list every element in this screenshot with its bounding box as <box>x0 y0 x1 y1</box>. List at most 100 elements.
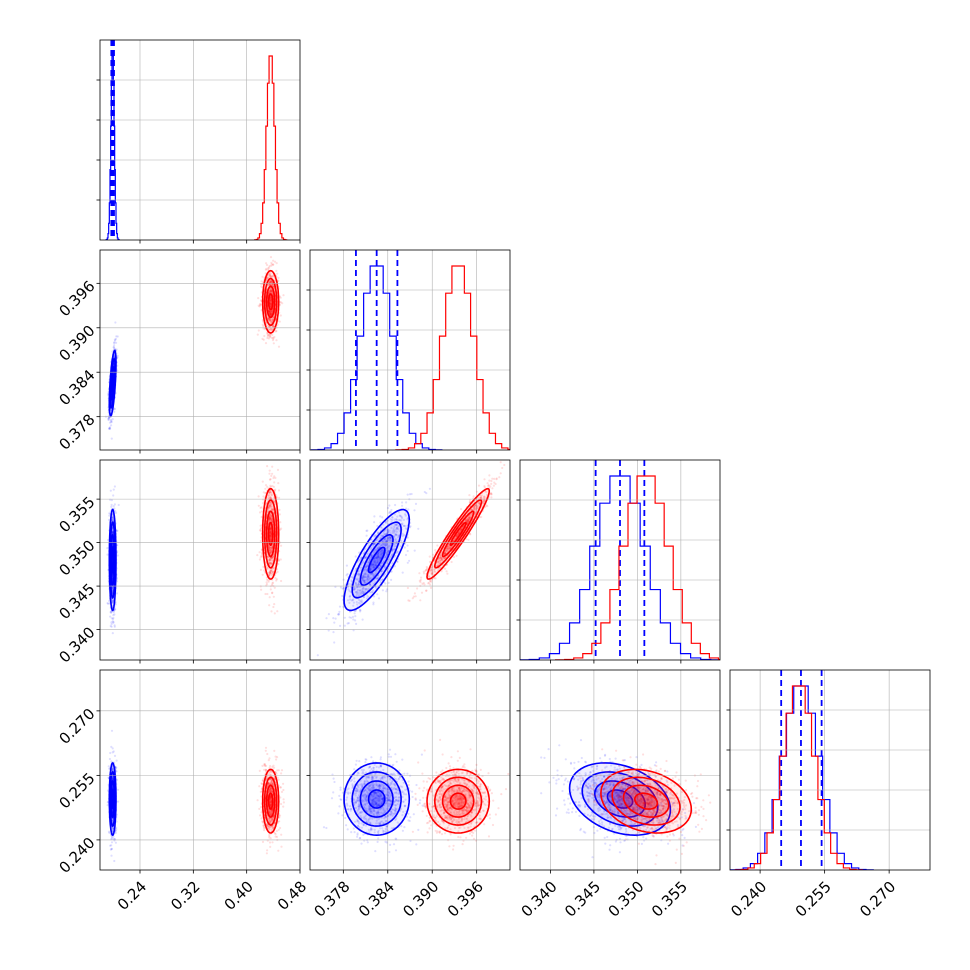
panel-frame <box>309 669 511 871</box>
density-fill <box>266 286 275 318</box>
scatter-panel-0-2 <box>96 459 301 664</box>
x-tick-label: 0.340 <box>518 878 561 921</box>
plot-area <box>310 250 510 450</box>
contour-line <box>426 768 491 834</box>
contour-line <box>606 789 634 809</box>
plot-area <box>322 738 510 854</box>
contour-line <box>351 521 402 599</box>
density-fill <box>427 769 490 833</box>
plot-area <box>106 729 285 863</box>
panel-frame <box>309 459 511 661</box>
plot-area <box>520 460 720 660</box>
plot-area <box>105 40 288 240</box>
scatter-points-1 <box>407 738 510 851</box>
y-tick-label: 0.384 <box>55 366 98 409</box>
contour-line <box>265 285 276 319</box>
contour-line <box>108 761 117 837</box>
contour-line <box>108 508 117 612</box>
histogram-panel-1 <box>306 249 511 454</box>
x-tick-label: 0.40 <box>221 878 257 914</box>
contour-line <box>267 792 274 810</box>
x-tick-label: 0.384 <box>355 878 398 921</box>
y-tick-label: 0.270 <box>55 705 98 748</box>
panel-frame <box>99 249 301 451</box>
contour-line <box>449 792 467 810</box>
plot-area <box>540 739 712 866</box>
contour-line <box>111 789 115 811</box>
y-tick-label: 0.396 <box>55 277 98 320</box>
density-fill <box>266 785 275 818</box>
density-fill <box>594 781 646 818</box>
contour-line <box>568 762 672 837</box>
y-tick-label: 0.345 <box>55 580 98 623</box>
x-tick-label: 0.32 <box>167 878 203 914</box>
plot-area <box>730 670 874 870</box>
y-tick-label: 0.255 <box>55 769 98 812</box>
contour-line <box>111 545 115 575</box>
x-tick-label: 0.48 <box>274 878 310 914</box>
y-tick-label: 0.378 <box>55 410 98 453</box>
density-fill <box>360 781 393 818</box>
contour-line <box>581 771 659 827</box>
y-tick-label: 0.240 <box>55 834 98 877</box>
density-fill <box>434 777 482 826</box>
contour-line <box>265 510 276 558</box>
density-fill <box>344 509 410 611</box>
density-fill <box>612 777 680 825</box>
contour-line <box>367 546 386 574</box>
scatter-panel-2-3 <box>516 669 721 874</box>
contour-line <box>265 784 276 818</box>
x-tick-label: 0.355 <box>648 878 691 921</box>
plot-area <box>104 256 285 440</box>
panel-frame <box>519 459 721 661</box>
density-fill <box>434 500 482 568</box>
scatter-panel-0-3 <box>96 669 301 874</box>
contour-line <box>359 780 394 818</box>
plot-area <box>316 461 506 657</box>
contour-line <box>441 784 475 818</box>
contour-line <box>111 374 115 393</box>
density-fill <box>600 769 692 833</box>
scatter-panel-1-3 <box>306 669 511 874</box>
contour-line <box>263 277 278 327</box>
plot-area <box>106 465 283 635</box>
contour-line <box>441 510 475 558</box>
density-fill <box>450 522 466 546</box>
density-fill <box>450 793 466 810</box>
histogram-panel-2 <box>516 459 721 664</box>
x-tick-label: 0.255 <box>792 878 835 921</box>
contour-line <box>433 499 483 569</box>
x-tick-label: 0.270 <box>856 878 899 921</box>
x-tick-label: 0.390 <box>399 878 442 921</box>
y-tick-label: 0.390 <box>55 322 98 365</box>
x-tick-label: 0.240 <box>727 878 770 921</box>
panel-frame <box>519 669 721 871</box>
density-fill <box>634 793 658 810</box>
contour-line <box>261 768 280 834</box>
panel-frame <box>729 669 931 871</box>
scatter-panel-0-1 <box>96 249 301 454</box>
histogram-series-1 <box>555 475 720 660</box>
panel-frame <box>99 459 301 661</box>
contour-line <box>367 789 386 809</box>
contour-line <box>261 269 280 334</box>
histogram-series-1 <box>254 55 288 240</box>
contour-line <box>359 534 394 586</box>
contour-line <box>449 521 467 546</box>
density-fill <box>368 790 385 809</box>
density-fill <box>352 771 402 827</box>
contour-line <box>263 499 278 569</box>
panel-frame <box>309 249 511 451</box>
histogram-series-1 <box>734 685 864 870</box>
panel-frame <box>99 39 301 241</box>
y-tick-label: 0.350 <box>55 536 98 579</box>
contour-line <box>426 487 491 580</box>
histogram-series-1 <box>395 265 510 450</box>
contour-line <box>622 784 670 818</box>
contour-line <box>600 768 693 834</box>
density-fill <box>266 511 275 557</box>
contour-line <box>634 792 659 810</box>
x-tick-label: 0.350 <box>605 878 648 921</box>
contour-line <box>433 776 483 826</box>
